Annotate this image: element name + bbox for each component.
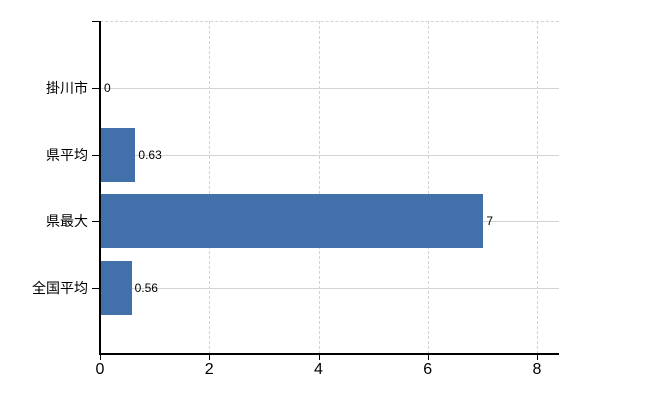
- y-axis-tick: [92, 221, 100, 222]
- bar: [101, 127, 136, 182]
- value-label: 0.63: [138, 147, 162, 162]
- bar: [101, 194, 484, 248]
- x-axis-tick: [100, 354, 101, 360]
- value-label: 0.56: [134, 280, 158, 295]
- x-axis-tick-label: 4: [314, 361, 323, 378]
- vertical-gridline: [427, 21, 429, 354]
- x-axis-line: [99, 353, 559, 355]
- x-axis-tick-label: 2: [204, 361, 214, 378]
- y-axis-tick: [92, 88, 100, 89]
- bar: [101, 260, 132, 315]
- value-label: 7: [486, 214, 494, 228]
- plot-top-border: [100, 21, 559, 22]
- y-axis-top-tick: [92, 21, 100, 22]
- vertical-gridline: [318, 21, 320, 354]
- x-axis-tick: [537, 354, 538, 360]
- x-axis-tick-label: 0: [95, 361, 105, 378]
- x-axis-tick: [318, 354, 320, 360]
- x-axis-tick: [209, 354, 211, 360]
- x-axis-tick-label: 6: [423, 361, 433, 378]
- category-label: 県平均: [46, 146, 88, 163]
- vertical-gridline: [209, 21, 211, 354]
- y-axis-tick: [92, 154, 100, 156]
- value-label: 0: [104, 81, 111, 95]
- x-axis-tick: [427, 354, 429, 360]
- category-label: 掛川市: [46, 80, 88, 96]
- horizontal-gridline: [101, 154, 559, 156]
- category-label: 全国平均: [32, 279, 88, 296]
- horizontal-gridline: [101, 287, 559, 289]
- horizontal-gridline: [101, 88, 559, 89]
- y-axis-line: [99, 21, 101, 354]
- x-axis-tick-label: 8: [532, 361, 542, 378]
- category-label: 県最大: [46, 213, 88, 229]
- y-axis-tick: [92, 287, 100, 289]
- vertical-gridline: [537, 21, 538, 354]
